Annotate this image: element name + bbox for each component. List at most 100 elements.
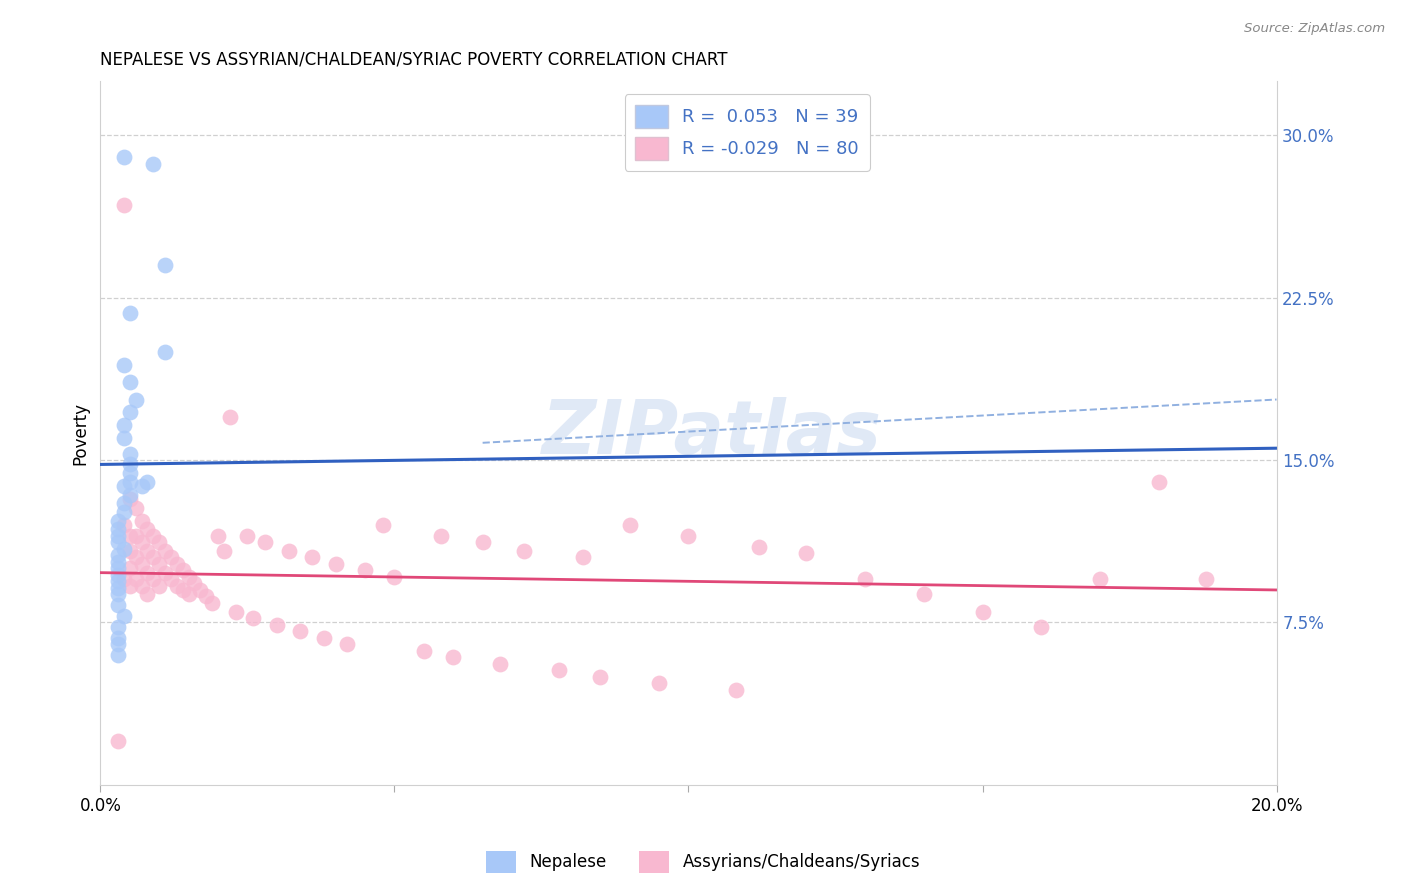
Point bbox=[112, 479, 135, 493]
Text: NEPALESE VS ASSYRIAN/CHALDEAN/SYRIAC POVERTY CORRELATION CHART: NEPALESE VS ASSYRIAN/CHALDEAN/SYRIAC POV… bbox=[100, 51, 728, 69]
Point bbox=[118, 488, 141, 502]
Point bbox=[912, 587, 935, 601]
Point bbox=[118, 458, 141, 472]
Point bbox=[648, 676, 671, 690]
Point bbox=[124, 572, 146, 586]
Point bbox=[136, 522, 159, 536]
Point bbox=[1147, 475, 1170, 489]
Point bbox=[107, 587, 129, 601]
Point bbox=[107, 555, 129, 569]
Point bbox=[972, 605, 994, 619]
Point bbox=[853, 572, 876, 586]
Point bbox=[118, 466, 141, 480]
Point bbox=[441, 650, 464, 665]
Point bbox=[172, 564, 194, 578]
Point bbox=[290, 624, 312, 638]
Point bbox=[112, 432, 135, 446]
Point bbox=[112, 518, 135, 533]
Point bbox=[724, 682, 747, 697]
Point bbox=[118, 405, 141, 419]
Point bbox=[142, 572, 165, 586]
Point bbox=[118, 375, 141, 389]
Point bbox=[118, 561, 141, 575]
Point bbox=[112, 197, 135, 211]
Point bbox=[748, 540, 770, 554]
Legend: R =  0.053   N = 39, R = -0.029   N = 80: R = 0.053 N = 39, R = -0.029 N = 80 bbox=[624, 94, 870, 171]
Point bbox=[794, 546, 817, 560]
Point bbox=[371, 518, 394, 533]
Point bbox=[589, 669, 612, 683]
Point bbox=[1031, 620, 1053, 634]
Point bbox=[207, 529, 229, 543]
Point bbox=[118, 544, 141, 558]
Point bbox=[160, 572, 183, 586]
Point bbox=[112, 150, 135, 164]
Point bbox=[277, 544, 299, 558]
Point bbox=[183, 576, 205, 591]
Point bbox=[107, 535, 129, 549]
Point bbox=[107, 529, 129, 543]
Point bbox=[118, 306, 141, 320]
Point bbox=[153, 258, 176, 272]
Point bbox=[177, 570, 200, 584]
Point bbox=[678, 529, 700, 543]
Point bbox=[136, 475, 159, 489]
Point bbox=[112, 496, 135, 510]
Point bbox=[166, 557, 188, 571]
Point bbox=[131, 535, 153, 549]
Point bbox=[107, 561, 129, 575]
Point bbox=[325, 557, 347, 571]
Point bbox=[218, 409, 240, 424]
Point bbox=[153, 544, 176, 558]
Point bbox=[112, 358, 135, 372]
Point bbox=[107, 514, 129, 528]
Point bbox=[112, 505, 135, 519]
Point bbox=[236, 529, 259, 543]
Point bbox=[107, 598, 129, 612]
Point bbox=[471, 535, 494, 549]
Point bbox=[225, 605, 247, 619]
Point bbox=[118, 529, 141, 543]
Text: ZIPatlas: ZIPatlas bbox=[541, 397, 882, 469]
Text: Source: ZipAtlas.com: Source: ZipAtlas.com bbox=[1244, 22, 1385, 36]
Point bbox=[136, 566, 159, 580]
Y-axis label: Poverty: Poverty bbox=[72, 401, 89, 465]
Point bbox=[212, 544, 235, 558]
Legend: Nepalese, Assyrians/Chaldeans/Syriacs: Nepalese, Assyrians/Chaldeans/Syriacs bbox=[479, 845, 927, 880]
Point bbox=[148, 579, 170, 593]
Point bbox=[107, 620, 129, 634]
Point bbox=[107, 648, 129, 662]
Point bbox=[107, 549, 129, 563]
Point bbox=[489, 657, 512, 671]
Point bbox=[118, 491, 141, 506]
Point bbox=[131, 579, 153, 593]
Point bbox=[412, 643, 434, 657]
Point bbox=[118, 475, 141, 489]
Point bbox=[112, 541, 135, 556]
Point bbox=[201, 596, 224, 610]
Point bbox=[107, 637, 129, 651]
Point bbox=[136, 587, 159, 601]
Point bbox=[112, 418, 135, 433]
Point bbox=[1195, 572, 1218, 586]
Point bbox=[513, 544, 536, 558]
Point bbox=[301, 550, 323, 565]
Point bbox=[107, 734, 129, 748]
Point bbox=[148, 557, 170, 571]
Point bbox=[142, 156, 165, 170]
Point bbox=[142, 529, 165, 543]
Point bbox=[131, 479, 153, 493]
Point bbox=[266, 617, 288, 632]
Point bbox=[124, 500, 146, 515]
Point bbox=[107, 581, 129, 595]
Point bbox=[430, 529, 453, 543]
Point bbox=[548, 663, 571, 677]
Point bbox=[124, 550, 146, 565]
Point bbox=[195, 590, 218, 604]
Point bbox=[619, 518, 641, 533]
Point bbox=[131, 557, 153, 571]
Point bbox=[153, 344, 176, 359]
Point bbox=[112, 609, 135, 624]
Point bbox=[107, 522, 129, 536]
Point bbox=[107, 567, 129, 582]
